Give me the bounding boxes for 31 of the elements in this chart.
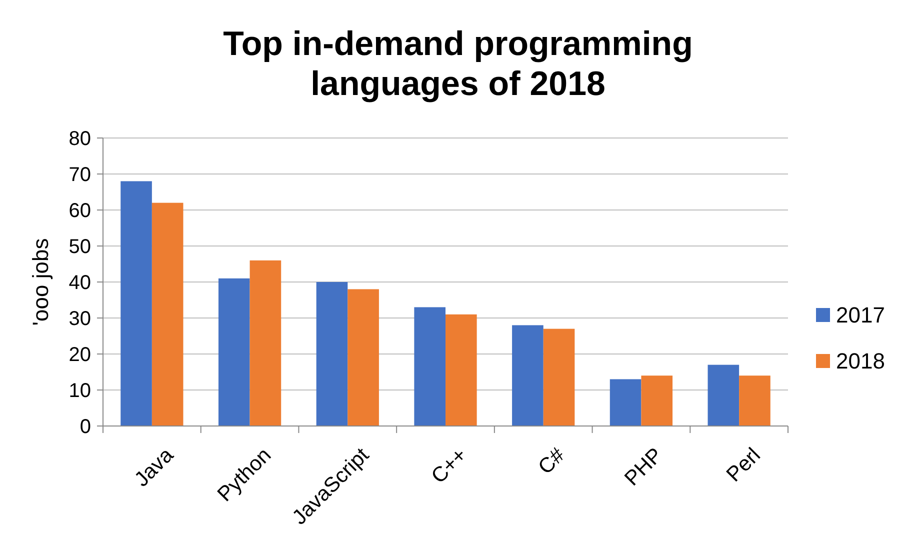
y-tick-label: 0 [80,416,91,438]
y-tick-label: 10 [68,380,91,402]
bar [316,282,348,426]
bar [641,376,673,426]
bar [446,314,477,426]
bar [512,325,544,426]
bar [610,379,642,426]
bar [152,202,184,426]
y-tick-label: 60 [68,200,91,222]
x-tick-label: C++ [427,444,472,488]
x-tick-label: Java [130,443,178,492]
bar [250,260,282,426]
bar [543,328,575,426]
y-tick-label: 80 [68,128,91,150]
bar [739,376,770,426]
x-tick-label: C# [534,443,570,479]
legend-label: 2018 [836,348,885,374]
chart-title: Top in-demand programming languages of 2018 [223,25,693,103]
x-tick-label: Perl [722,444,765,486]
y-tick-label: 30 [68,308,91,330]
y-tick-label: 20 [68,344,91,366]
bar [414,307,446,426]
bar [348,289,379,426]
y-tick-label: 40 [68,272,91,294]
y-tick-label: 50 [68,236,91,258]
bar [120,181,152,426]
bar [218,278,250,426]
bar [708,364,740,426]
y-tick-label: 70 [68,164,91,186]
legend-label: 2017 [836,302,885,328]
y-axis-title: 'ooo jobs [28,238,53,326]
